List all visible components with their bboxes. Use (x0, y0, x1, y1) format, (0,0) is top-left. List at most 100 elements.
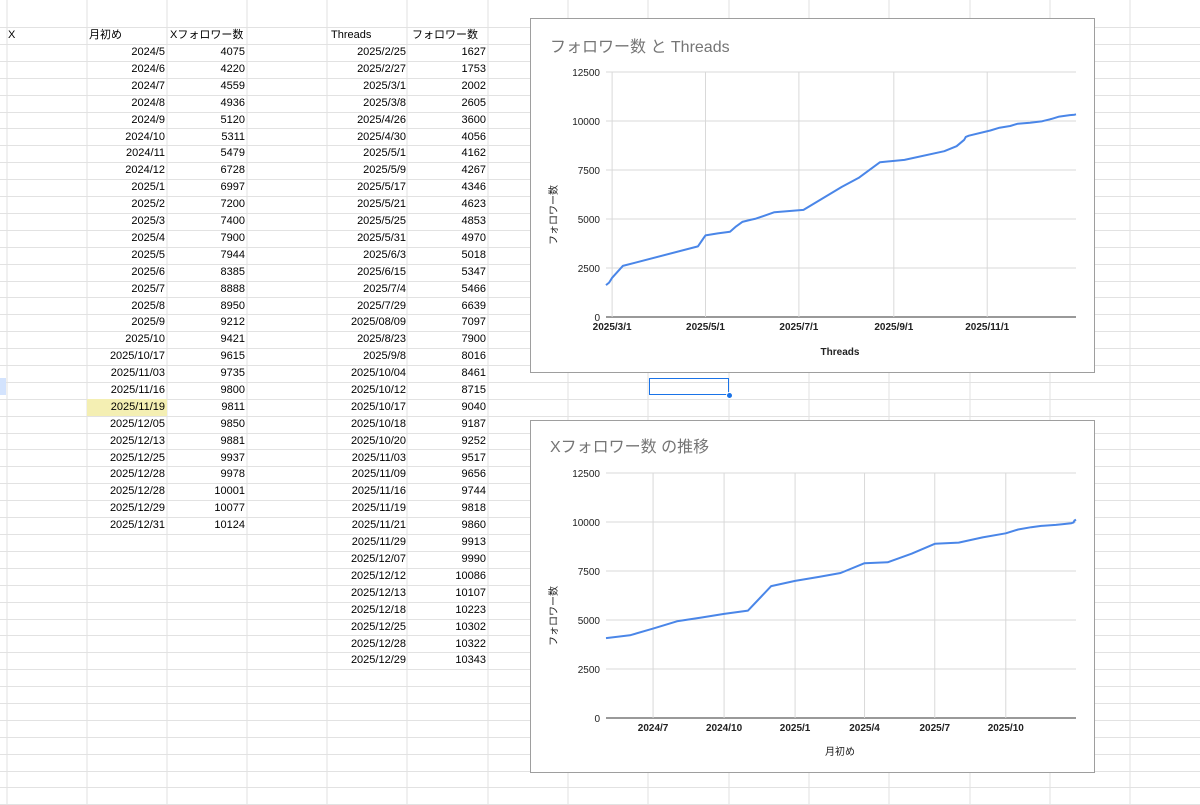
cell-threads-followers[interactable]: 4623 (461, 198, 486, 210)
cell-x-month[interactable]: 2025/11/03 (110, 367, 165, 379)
cell-threads-followers[interactable]: 9913 (461, 536, 486, 548)
cell-x-followers[interactable]: 6728 (220, 164, 245, 176)
cell-x-month[interactable]: 2025/12/28 (109, 485, 165, 497)
cell-threads-followers[interactable]: 4970 (461, 232, 486, 244)
cell-x-month[interactable]: 2025/12/31 (109, 519, 165, 531)
cell-threads-date[interactable]: 2025/8/23 (357, 333, 406, 345)
fill-handle[interactable] (726, 392, 733, 399)
cell-x-followers[interactable]: 5120 (220, 114, 245, 126)
cell-x-followers[interactable]: 9212 (220, 316, 245, 328)
cell-x-followers[interactable]: 9800 (220, 384, 245, 396)
cell-threads-date[interactable]: 2025/7/4 (363, 283, 406, 295)
cell-x-followers[interactable]: 9811 (221, 401, 245, 413)
cell-x-month[interactable]: 2025/3 (131, 215, 165, 227)
cell-threads-followers[interactable]: 9252 (461, 435, 486, 447)
cell-threads-date[interactable]: 2025/12/18 (350, 604, 406, 616)
cell-threads-followers[interactable]: 4056 (461, 131, 486, 143)
x-followers-chart[interactable]: Xフォロワー数 の推移 0 2500 5000 7500 10000 12500 2024/… (530, 420, 1095, 773)
cell-x-month[interactable]: 2025/5 (131, 249, 165, 261)
cell-threads-date[interactable]: 2025/12/07 (350, 553, 406, 565)
cell-threads-followers[interactable]: 10223 (455, 604, 486, 616)
cell-x-followers[interactable]: 9937 (220, 452, 245, 464)
cell-threads-followers[interactable]: 8715 (461, 384, 486, 396)
cell-x-followers[interactable]: 10124 (214, 519, 245, 531)
cell-x-month[interactable]: 2024/5 (131, 46, 165, 58)
cell-threads-date[interactable]: 2025/3/8 (363, 97, 406, 109)
cell-header-x-followers[interactable]: Xフォロワー数 (170, 29, 244, 41)
cell-threads-followers[interactable]: 9990 (461, 553, 486, 565)
cell-header-threads[interactable]: Threads (331, 29, 372, 41)
cell-threads-followers[interactable]: 2002 (461, 80, 486, 92)
cell-threads-date[interactable]: 2025/10/04 (350, 367, 406, 379)
cell-x-month[interactable]: 2024/10 (125, 131, 165, 143)
cell-x-month[interactable]: 2025/10 (125, 333, 165, 345)
cell-threads-date[interactable]: 2025/7/29 (357, 300, 406, 312)
cell-threads-date[interactable]: 2025/12/12 (350, 570, 406, 582)
cell-threads-followers[interactable]: 7097 (461, 316, 486, 328)
cell-threads-date[interactable]: 2025/10/20 (350, 435, 406, 447)
cell-x-month[interactable]: 2024/12 (125, 164, 165, 176)
cell-threads-followers[interactable]: 5018 (461, 249, 486, 261)
cell-x-followers[interactable]: 8385 (220, 266, 245, 278)
cell-x-followers[interactable]: 8950 (220, 300, 245, 312)
cell-threads-date[interactable]: 2025/4/26 (357, 114, 406, 126)
cell-x-followers[interactable]: 7400 (220, 215, 245, 227)
cell-x-followers[interactable]: 10077 (214, 502, 245, 514)
cell-x-month[interactable]: 2025/1 (131, 181, 165, 193)
cell-x-month[interactable]: 2024/9 (131, 114, 165, 126)
cell-threads-date[interactable]: 2025/5/17 (357, 181, 406, 193)
cell-x-followers[interactable]: 9615 (220, 350, 245, 362)
cell-threads-followers[interactable]: 10343 (455, 654, 486, 666)
cell-threads-followers[interactable]: 4162 (461, 147, 486, 159)
cell-threads-followers[interactable]: 1753 (461, 63, 486, 75)
cell-threads-followers[interactable]: 10322 (455, 638, 486, 650)
cell-threads-date[interactable]: 2025/10/17 (350, 401, 406, 413)
cell-threads-date[interactable]: 2025/08/09 (350, 316, 406, 328)
cell-x-month[interactable]: 2024/11 (126, 147, 165, 159)
cell-x-followers[interactable]: 9881 (220, 435, 245, 447)
cell-threads-followers[interactable]: 5347 (461, 266, 486, 278)
cell-x-header[interactable]: X (8, 29, 16, 41)
cell-threads-followers[interactable]: 8461 (461, 367, 486, 379)
cell-x-month[interactable]: 2024/6 (131, 63, 165, 75)
cell-x-month[interactable]: 2025/8 (131, 300, 165, 312)
cell-x-followers[interactable]: 9421 (220, 333, 245, 345)
cell-threads-date[interactable]: 2025/11/09 (351, 468, 406, 480)
cell-x-month[interactable]: 2025/12/29 (109, 502, 165, 514)
cell-threads-followers[interactable]: 2605 (461, 97, 486, 109)
cell-threads-date[interactable]: 2025/5/31 (357, 232, 406, 244)
cell-x-followers[interactable]: 9978 (220, 468, 245, 480)
cell-x-followers[interactable]: 4220 (220, 63, 245, 75)
cell-x-followers[interactable]: 7900 (220, 232, 245, 244)
cell-threads-date[interactable]: 2025/5/9 (363, 164, 406, 176)
cell-threads-followers[interactable]: 9040 (461, 401, 486, 413)
threads-followers-chart[interactable]: フォロワー数 と Threads 0 2500 5000 7500 10000 12500… (530, 18, 1095, 373)
cell-threads-followers[interactable]: 4853 (461, 215, 486, 227)
cell-threads-date[interactable]: 2025/11/21 (351, 519, 406, 531)
cell-threads-followers[interactable]: 10086 (455, 570, 486, 582)
cell-x-month[interactable]: 2024/8 (131, 97, 165, 109)
cell-threads-date[interactable]: 2025/12/28 (350, 638, 406, 650)
cell-threads-followers[interactable]: 4346 (461, 181, 486, 193)
cell-header-month[interactable]: 月初め (89, 29, 122, 41)
cell-threads-followers[interactable]: 5466 (461, 283, 486, 295)
cell-threads-followers[interactable]: 9187 (461, 418, 486, 430)
cell-x-month[interactable]: 2025/12/05 (109, 418, 165, 430)
cell-x-followers[interactable]: 6997 (220, 181, 245, 193)
cell-threads-followers[interactable]: 6639 (461, 300, 486, 312)
cell-x-followers[interactable]: 4559 (220, 80, 245, 92)
cell-x-month[interactable]: 2025/7 (131, 283, 165, 295)
cell-x-month[interactable]: 2025/4 (131, 232, 165, 244)
cell-threads-date[interactable]: 2025/3/1 (363, 80, 406, 92)
cell-threads-date[interactable]: 2025/5/25 (357, 215, 406, 227)
cell-threads-date[interactable]: 2025/6/3 (363, 249, 406, 261)
cell-threads-date[interactable]: 2025/11/19 (351, 502, 406, 514)
cell-threads-followers[interactable]: 7900 (461, 333, 486, 345)
cell-threads-date[interactable]: 2025/2/27 (357, 63, 406, 75)
cell-x-followers[interactable]: 8888 (220, 283, 245, 295)
cell-threads-date[interactable]: 2025/12/13 (350, 587, 406, 599)
cell-threads-followers[interactable]: 10107 (455, 587, 486, 599)
cell-threads-followers[interactable]: 3600 (461, 114, 486, 126)
cell-x-month[interactable]: 2025/12/28 (109, 468, 165, 480)
cell-threads-followers[interactable]: 9744 (461, 485, 486, 497)
